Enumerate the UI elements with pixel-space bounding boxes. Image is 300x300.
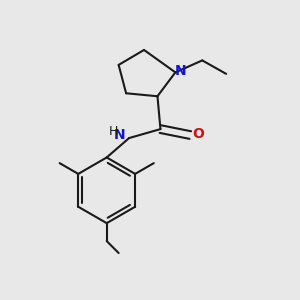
- Text: N: N: [114, 128, 125, 142]
- Text: O: O: [192, 128, 204, 142]
- Text: N: N: [175, 64, 187, 78]
- Text: H: H: [109, 125, 118, 138]
